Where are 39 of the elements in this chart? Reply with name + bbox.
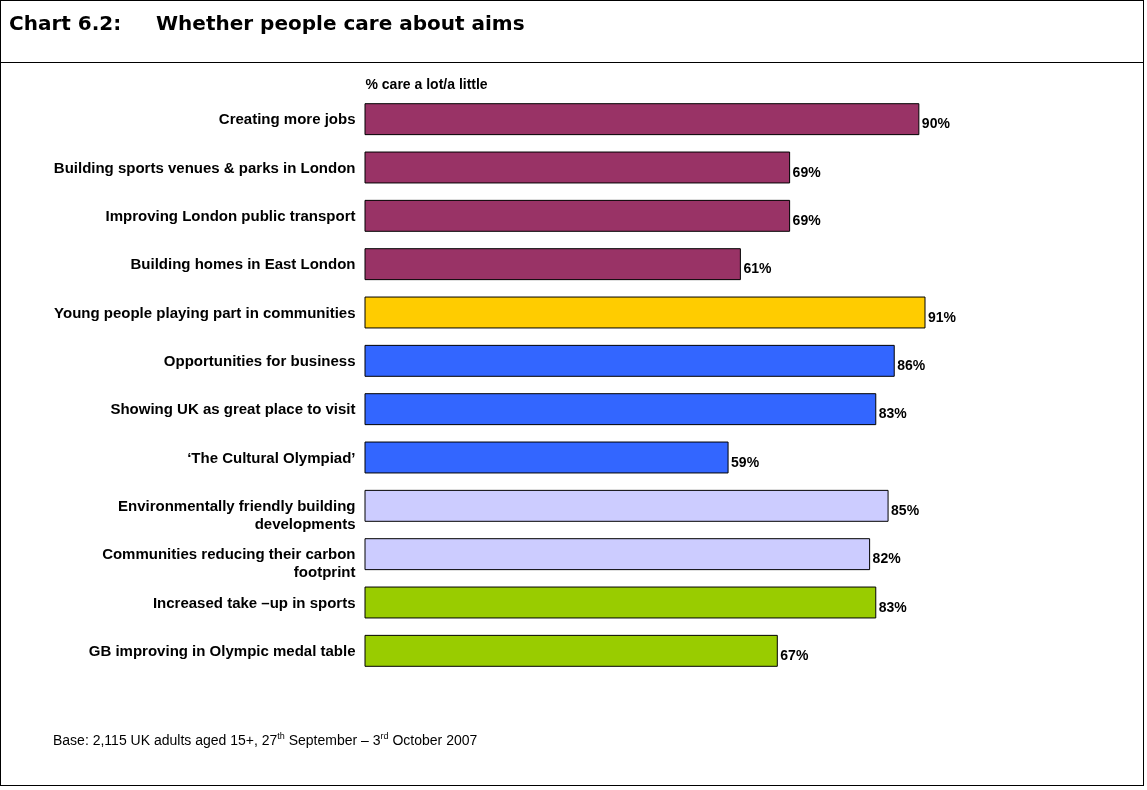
y-tick-label: Improving London public transport [105, 206, 356, 224]
data-label: 67% [780, 646, 809, 663]
bar [364, 634, 778, 667]
bar [364, 151, 791, 184]
bar [364, 441, 729, 474]
y-tick-label: ‘The Cultural Olympiad’ [187, 448, 356, 466]
data-label: 90% [921, 115, 951, 132]
y-tick-label: Building homes in East London [130, 255, 356, 273]
bar [364, 344, 895, 377]
bar [364, 103, 920, 136]
data-label: 82% [872, 550, 902, 567]
bar [364, 538, 871, 571]
bar [364, 199, 791, 232]
data-label: 83% [878, 405, 908, 422]
data-label: 69% [792, 211, 822, 228]
data-label: 85% [891, 501, 920, 518]
text: Base: 2,115 UK adults aged 15+, 27$^{th}$ September – 3$^{rd}$ October 2007 [53, 731, 478, 748]
data-label: 86% [897, 356, 926, 373]
data-label: 83% [878, 598, 908, 615]
bar [364, 586, 877, 619]
data-label: 69% [792, 163, 822, 180]
bar [364, 393, 877, 426]
y-tick-label: Communities reducing their carbon footprint [102, 545, 356, 581]
chart-title: Chart 6.2: Whether people care about aims [1, 1, 1143, 63]
bar [364, 248, 741, 281]
y-tick-label: Opportunities for business [163, 351, 356, 369]
y-tick-label: Increased take –up in sports [152, 593, 356, 611]
y-tick-label: GB improving in Olympic medal table [88, 641, 356, 659]
y-tick-label: Environmentally friendly building developments [117, 496, 356, 532]
bar [364, 296, 926, 329]
y-tick-label: Building sports venues & parks in London [53, 158, 356, 176]
y-tick-label: Creating more jobs [218, 110, 356, 128]
data-label: 91% [928, 308, 957, 325]
data-label: 61% [743, 260, 772, 277]
x-axis-title: % care a lot/a little [365, 75, 488, 92]
y-tick-label: Young people playing part in communities [54, 303, 356, 321]
data-label: 59% [731, 453, 760, 470]
y-tick-label: Showing UK as great place to visit [110, 400, 356, 418]
bar [364, 489, 889, 522]
